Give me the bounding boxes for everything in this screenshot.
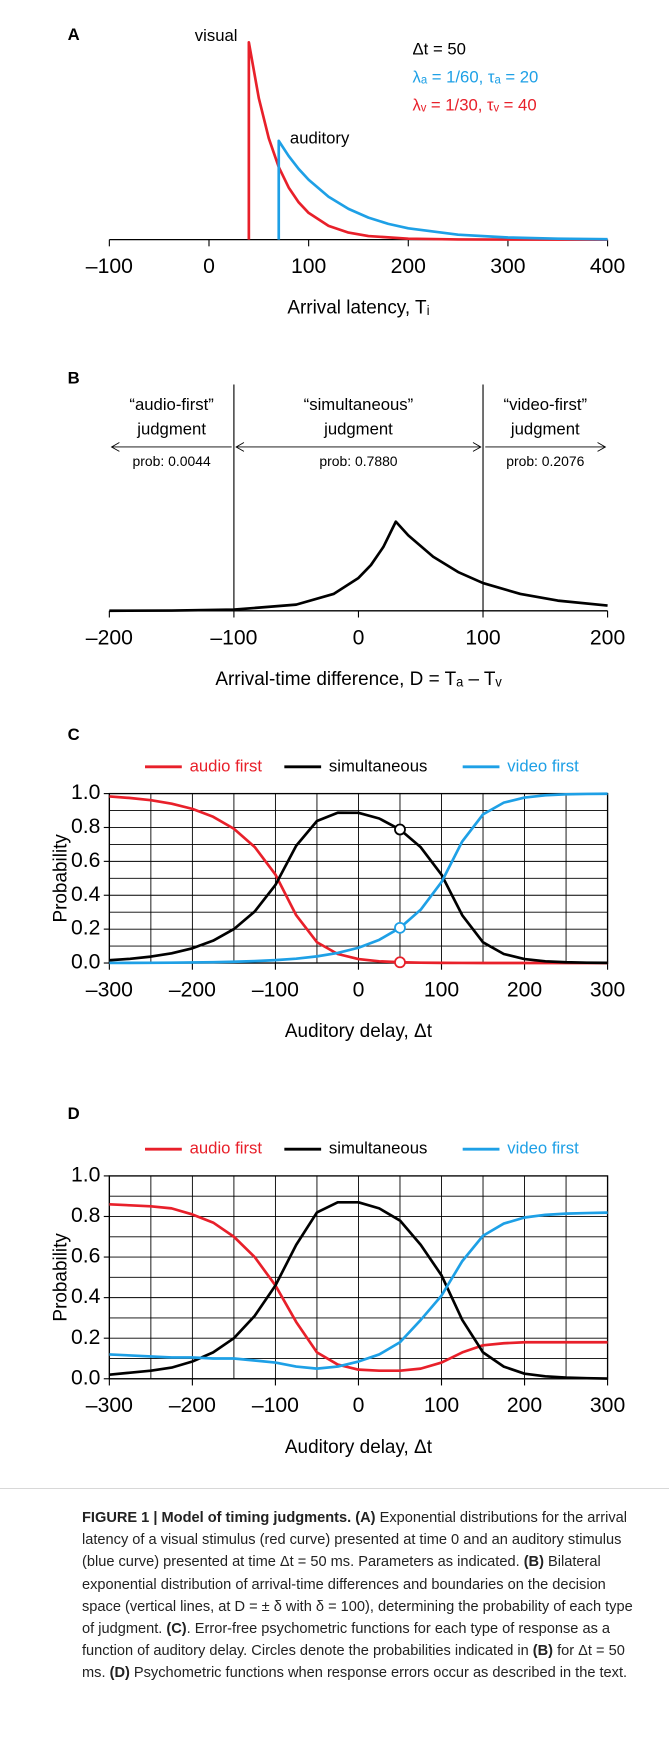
panel-label: D	[68, 1104, 80, 1123]
x-tick-label: –300	[86, 978, 133, 1001]
x-axis-label: Auditory delay, Δt	[285, 1021, 433, 1042]
x-axis-label: Arrival latency, Tᵢ	[287, 298, 429, 319]
caption-text: . Error-free psychometric functions for …	[82, 1621, 611, 1660]
x-tick-label: –100	[86, 255, 133, 278]
caption-text: Psychometric functions when response err…	[129, 1665, 628, 1682]
legend-label: video first	[507, 756, 579, 775]
x-tick-label: –100	[252, 978, 299, 1001]
judgment-label: judgment	[323, 420, 393, 439]
marker	[394, 921, 406, 934]
marker	[394, 956, 406, 969]
caption-bold-text: (C)	[166, 1621, 187, 1638]
x-tick-label: 0	[353, 978, 365, 1001]
arrow-head	[597, 442, 607, 452]
legend-label: audio first	[190, 1139, 263, 1158]
legend-label: video first	[507, 1139, 579, 1158]
curve	[109, 1211, 608, 1370]
curve	[109, 811, 608, 965]
x-tick-label: –200	[86, 626, 133, 649]
arrow-head	[110, 442, 120, 452]
panel-label: C	[68, 725, 80, 744]
curve	[109, 792, 608, 965]
judgment-label: judgment	[510, 420, 580, 439]
legend-label: simultaneous	[329, 756, 427, 775]
judgment-label: “video-first”	[504, 395, 588, 414]
y-tick-label: 0.0	[71, 951, 100, 974]
arrow-head	[235, 442, 245, 452]
x-tick-label: 0	[353, 626, 365, 649]
caption-bold-text: (D)	[109, 1665, 130, 1682]
x-tick-label: 100	[465, 626, 500, 649]
caption: FIGURE 1 | Model of timing judgments. (A…	[0, 1488, 669, 1753]
x-tick-label: 200	[590, 626, 625, 649]
curve	[109, 795, 608, 965]
x-tick-label: 300	[590, 978, 625, 1001]
y-tick-label: 0.2	[71, 917, 100, 940]
x-tick-label: 100	[291, 255, 326, 278]
x-tick-label: –200	[169, 1394, 216, 1417]
caption-bold-text: FIGURE 1 | Model of timing judgments.	[82, 1510, 352, 1526]
annotation: λᵥ = 1/30, τᵥ = 40	[413, 95, 537, 114]
x-tick-label: 200	[391, 255, 426, 278]
curve	[247, 41, 608, 241]
y-tick-label: 1.0	[71, 781, 100, 804]
legend-label: audio first	[190, 756, 263, 775]
y-tick-label: 0.8	[71, 1204, 100, 1227]
probability-label: prob: 0.7880	[319, 453, 397, 469]
y-axis-label: Probability	[50, 1233, 71, 1322]
legend-label: simultaneous	[329, 1139, 427, 1158]
x-tick-label: 400	[590, 255, 625, 278]
x-tick-label: 100	[424, 1394, 459, 1417]
panel-label: B	[68, 368, 80, 387]
x-tick-label: –200	[169, 978, 216, 1001]
x-tick-label: 0	[203, 255, 215, 278]
curve	[277, 139, 608, 241]
y-axis-label: Probability	[50, 834, 71, 923]
caption-text: for Δt = 50 ms.	[82, 1643, 625, 1682]
x-tick-label: –300	[86, 1394, 133, 1417]
x-tick-label: 300	[490, 255, 525, 278]
y-tick-label: 0.2	[71, 1326, 100, 1349]
annotation: Δt = 50	[413, 40, 466, 59]
panel-label: A	[68, 25, 80, 44]
caption-bold-text: (B)	[523, 1554, 544, 1571]
x-tick-label: 300	[590, 1394, 625, 1417]
caption-bold-text: (A)	[355, 1510, 376, 1526]
x-tick-label: 200	[507, 978, 542, 1001]
annotation: λₐ = 1/60, τₐ = 20	[413, 67, 539, 86]
y-tick-label: 0.6	[71, 849, 100, 872]
y-tick-label: 0.4	[71, 883, 101, 906]
figure: A –100 0 100 200 300 400 Arrival latency, Tᵢ vis…	[50, 25, 625, 1458]
y-tick-label: 0.6	[71, 1245, 100, 1268]
series-label: visual	[195, 26, 238, 45]
arrow-head	[472, 442, 482, 452]
x-tick-label: 0	[353, 1394, 365, 1417]
y-tick-label: 0.0	[71, 1366, 100, 1389]
probability-label: prob: 0.0044	[133, 453, 211, 469]
judgment-label: judgment	[136, 420, 206, 439]
y-tick-label: 0.4	[71, 1285, 101, 1308]
judgment-label: “audio-first”	[129, 395, 213, 414]
probability-label: prob: 0.2076	[506, 453, 584, 469]
marker	[394, 823, 406, 836]
caption-bold-text: (B)	[532, 1643, 554, 1660]
x-tick-label: –100	[210, 626, 257, 649]
y-tick-label: 1.0	[71, 1164, 100, 1187]
judgment-label: “simultaneous”	[304, 395, 414, 414]
curve	[109, 1202, 608, 1372]
caption-text: Bilateral exponential distribution of ar…	[82, 1554, 633, 1638]
x-axis-label: Arrival-time difference, D = Tₐ – Tᵥ	[215, 669, 502, 690]
caption-text: Exponential distributions for the arriva…	[82, 1510, 627, 1571]
x-tick-label: 100	[424, 978, 459, 1001]
curve	[109, 1200, 608, 1380]
y-tick-label: 0.8	[71, 815, 100, 838]
series-label: auditory	[290, 129, 350, 148]
x-tick-label: –100	[252, 1394, 299, 1417]
x-axis-label: Auditory delay, Δt	[285, 1437, 433, 1458]
curve	[109, 520, 608, 613]
x-tick-label: 200	[507, 1394, 542, 1417]
